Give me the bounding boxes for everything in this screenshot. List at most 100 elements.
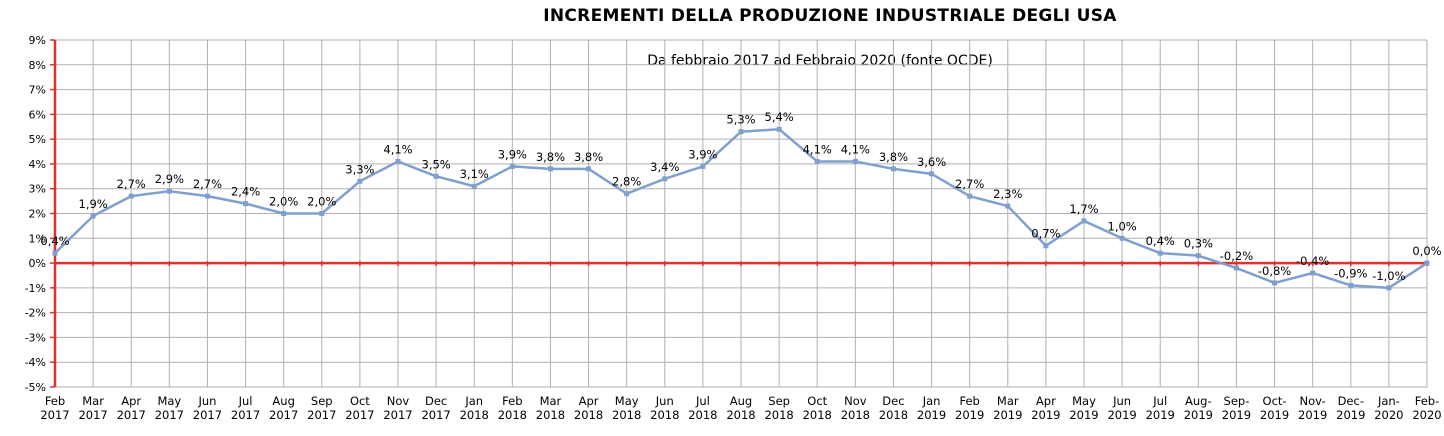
data-point bbox=[1005, 203, 1011, 209]
x-tick-label-month: Oct bbox=[807, 394, 827, 408]
data-point bbox=[1043, 243, 1049, 249]
y-tick-label: 9% bbox=[29, 34, 46, 47]
data-point bbox=[1233, 265, 1239, 271]
x-tick-label-year: 2019 bbox=[1298, 408, 1327, 422]
data-label: 1,7% bbox=[1069, 202, 1098, 216]
data-point bbox=[929, 171, 935, 177]
data-point bbox=[890, 166, 896, 172]
data-point bbox=[509, 163, 515, 169]
data-labels: 0,4% 1,9% 2,7% 2,9% 2,7% 2,4% 2,0% 2,0% 3,3% 4,1%… bbox=[40, 110, 1441, 283]
x-tick-label-year: 2018 bbox=[688, 408, 717, 422]
data-label: 3,5% bbox=[422, 157, 451, 171]
data-point bbox=[204, 193, 210, 199]
x-tick-label-month: Jan bbox=[922, 394, 941, 408]
x-tick-label-month: Mar bbox=[997, 394, 1019, 408]
data-label: 2,3% bbox=[993, 187, 1022, 201]
x-tick-label-year: 2020 bbox=[1374, 408, 1403, 422]
x-tick-label-month: Jul bbox=[695, 394, 710, 408]
data-point bbox=[243, 201, 249, 207]
y-tick-label: 2% bbox=[29, 208, 46, 221]
data-point bbox=[662, 176, 668, 182]
x-tick-label-month: Apr bbox=[1036, 394, 1056, 408]
data-point bbox=[1424, 260, 1430, 266]
data-point bbox=[1119, 235, 1125, 241]
data-label: 1,9% bbox=[79, 197, 108, 211]
x-tick-label-month: Dec- bbox=[1338, 394, 1364, 408]
x-tick-label-year: 2019 bbox=[1107, 408, 1136, 422]
y-tick-label: -2% bbox=[25, 307, 46, 320]
data-label: 4,1% bbox=[841, 142, 870, 156]
data-label: 0,4% bbox=[40, 234, 69, 248]
data-point bbox=[395, 158, 401, 164]
data-label: -0,8% bbox=[1258, 264, 1291, 278]
x-tick-label-year: 2018 bbox=[460, 408, 489, 422]
data-point bbox=[1272, 280, 1278, 286]
x-tick-label-year: 2018 bbox=[726, 408, 755, 422]
y-tick-label: 6% bbox=[29, 108, 46, 121]
data-label: 3,4% bbox=[650, 160, 679, 174]
data-label: 3,8% bbox=[879, 150, 908, 164]
x-tick-label-year: 2017 bbox=[40, 408, 69, 422]
x-tick-label-year: 2019 bbox=[993, 408, 1022, 422]
data-label: 3,6% bbox=[917, 155, 946, 169]
data-point bbox=[852, 158, 858, 164]
data-label: 4,1% bbox=[803, 142, 832, 156]
x-tick-label-month: Aug bbox=[272, 394, 294, 408]
x-tick-label-year: 2018 bbox=[612, 408, 641, 422]
x-tick-label-year: 2017 bbox=[307, 408, 336, 422]
x-tick-label-year: 2018 bbox=[764, 408, 793, 422]
data-point bbox=[128, 193, 134, 199]
x-tick-label-year: 2018 bbox=[650, 408, 679, 422]
data-label: -0,2% bbox=[1220, 249, 1253, 263]
x-tick-label-month: Jan- bbox=[1377, 394, 1400, 408]
x-tick-labels: Feb2017Mar2017Apr2017May2017Jun2017Jul20… bbox=[40, 394, 1441, 422]
x-tick-label-year: 2017 bbox=[193, 408, 222, 422]
x-tick-label-month: Sep- bbox=[1224, 394, 1250, 408]
data-point bbox=[1348, 282, 1354, 288]
data-point bbox=[814, 158, 820, 164]
x-tick-label-year: 2017 bbox=[155, 408, 184, 422]
data-point bbox=[281, 211, 287, 216]
x-tick-label-year: 2018 bbox=[879, 408, 908, 422]
x-tick-label-month: Oct bbox=[350, 394, 370, 408]
data-label: 0,7% bbox=[1031, 227, 1060, 241]
data-label: -0,4% bbox=[1296, 254, 1329, 268]
y-tick-label: 8% bbox=[29, 59, 46, 72]
x-tick-label-month: Feb bbox=[45, 394, 65, 408]
data-label: -1,0% bbox=[1372, 269, 1405, 283]
x-tick-label-month: Apr bbox=[579, 394, 599, 408]
series-line bbox=[52, 126, 1430, 291]
data-point bbox=[967, 193, 973, 199]
data-point bbox=[700, 163, 706, 169]
data-point bbox=[1081, 218, 1087, 224]
x-tick-label-year: 2020 bbox=[1412, 408, 1441, 422]
data-point bbox=[586, 166, 592, 172]
data-label: 4,1% bbox=[383, 142, 412, 156]
data-point bbox=[90, 213, 96, 219]
y-tick-labels: -5% -4% -3% -2% -1% 0% 1% 2% 3% 4% 5% 6% 7% 8% 9% bbox=[25, 34, 46, 394]
data-point bbox=[357, 178, 363, 184]
x-tick-label-month: Apr bbox=[121, 394, 141, 408]
y-tick-label: -4% bbox=[25, 356, 46, 369]
data-label: 2,7% bbox=[193, 177, 222, 191]
x-tick-label-month: Jun bbox=[197, 394, 216, 408]
x-tick-label-month: Nov- bbox=[1300, 394, 1326, 408]
x-tick-label-year: 2018 bbox=[803, 408, 832, 422]
data-label: 2,8% bbox=[612, 175, 641, 189]
x-tick-label-month: Mar bbox=[82, 394, 104, 408]
x-tick-label-year: 2018 bbox=[536, 408, 565, 422]
data-label: 0,4% bbox=[1146, 234, 1175, 248]
data-label: 3,8% bbox=[536, 150, 565, 164]
data-point bbox=[1310, 270, 1316, 276]
x-tick-label-month: Nov bbox=[844, 394, 867, 408]
x-tick-label-year: 2019 bbox=[955, 408, 984, 422]
x-tick-label-month: Dec bbox=[425, 394, 447, 408]
x-tick-label-month: Sep bbox=[311, 394, 333, 408]
data-label: 2,0% bbox=[269, 195, 298, 209]
x-tick-label-month: Nov bbox=[387, 394, 410, 408]
x-tick-label-year: 2019 bbox=[1222, 408, 1251, 422]
data-label: -0,9% bbox=[1334, 266, 1367, 280]
y-tick-label: 4% bbox=[29, 158, 46, 171]
x-tick-label-year: 2019 bbox=[1069, 408, 1098, 422]
x-tick-label-year: 2017 bbox=[269, 408, 298, 422]
